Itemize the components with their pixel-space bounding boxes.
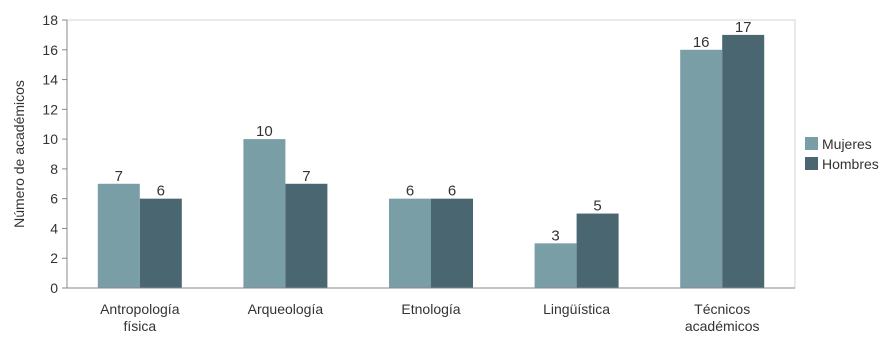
category-label: académicos xyxy=(685,318,760,334)
data-label: 7 xyxy=(115,168,123,185)
y-tick-label: 4 xyxy=(50,220,58,236)
legend-label: Hombres xyxy=(822,156,879,172)
bar-hombres xyxy=(576,213,619,288)
y-tick-label: 10 xyxy=(42,131,58,147)
y-tick-label: 12 xyxy=(42,101,58,117)
legend: Mujeres Hombres xyxy=(805,136,879,172)
bar-hombres xyxy=(722,34,765,289)
y-tick-label: 0 xyxy=(50,280,58,296)
category-label: Etnología xyxy=(401,301,460,317)
category-label: Arqueología xyxy=(248,301,324,317)
bar-mujeres xyxy=(389,198,431,288)
category-label: Lingüística xyxy=(543,301,610,317)
data-label: 6 xyxy=(157,183,165,200)
legend-swatch xyxy=(805,137,818,150)
bar-mujeres xyxy=(534,243,577,288)
y-axis-ticks: 0 2 4 6 8 10 12 14 16 18 xyxy=(42,12,67,296)
data-label: 17 xyxy=(735,19,752,36)
y-tick-label: 2 xyxy=(50,250,58,266)
category-label: Técnicos xyxy=(694,301,750,317)
bar-hombres xyxy=(139,198,182,288)
legend-swatch xyxy=(805,157,818,170)
bar-mujeres xyxy=(680,49,723,289)
y-tick-label: 8 xyxy=(50,161,58,177)
y-tick-label: 14 xyxy=(42,72,58,88)
bar-hombres xyxy=(285,183,328,288)
y-tick-label: 16 xyxy=(42,42,58,58)
category-label: física xyxy=(123,318,156,334)
y-axis-title: Número de académicos xyxy=(11,80,27,228)
data-label: 10 xyxy=(256,123,273,140)
legend-label: Mujeres xyxy=(822,136,872,152)
data-label: 6 xyxy=(448,183,456,200)
data-label: 7 xyxy=(302,168,310,185)
data-label: 3 xyxy=(551,227,559,244)
category-label: Antropología xyxy=(100,301,180,317)
bar-mujeres xyxy=(243,139,286,288)
bar-mujeres xyxy=(97,183,140,288)
data-label: 5 xyxy=(593,198,601,215)
data-labels: 7 6 10 7 6 6 3 5 16 17 xyxy=(115,19,752,244)
y-tick-label: 6 xyxy=(50,191,58,207)
bars xyxy=(97,34,765,289)
data-label: 6 xyxy=(406,183,414,200)
bar-hombres xyxy=(431,198,473,288)
y-tick-label: 18 xyxy=(42,12,58,28)
data-label: 16 xyxy=(693,34,710,51)
